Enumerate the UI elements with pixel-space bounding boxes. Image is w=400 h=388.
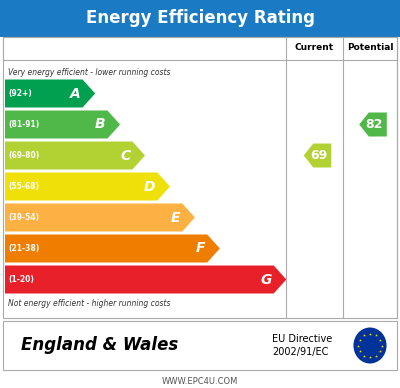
Text: D: D	[144, 180, 155, 194]
Text: Energy Efficiency Rating: Energy Efficiency Rating	[86, 9, 314, 27]
Text: (81-91): (81-91)	[8, 120, 39, 129]
Polygon shape	[5, 173, 170, 201]
Text: (55-68): (55-68)	[8, 182, 39, 191]
Polygon shape	[304, 144, 331, 168]
Text: 2002/91/EC: 2002/91/EC	[272, 348, 328, 357]
Polygon shape	[5, 111, 120, 139]
Polygon shape	[5, 142, 145, 170]
Text: 82: 82	[366, 118, 383, 131]
Text: F: F	[196, 241, 205, 256]
Text: Current: Current	[294, 43, 334, 52]
Text: G: G	[260, 272, 272, 286]
Text: EU Directive: EU Directive	[272, 334, 332, 343]
Text: (39-54): (39-54)	[8, 213, 39, 222]
Bar	[3, 321, 397, 370]
Text: Very energy efficient - lower running costs: Very energy efficient - lower running co…	[8, 68, 170, 77]
Text: (92+): (92+)	[8, 89, 32, 98]
Polygon shape	[359, 113, 387, 137]
Ellipse shape	[354, 327, 386, 364]
Polygon shape	[5, 265, 286, 293]
Text: A: A	[70, 87, 80, 100]
Text: WWW.EPC4U.COM: WWW.EPC4U.COM	[162, 376, 238, 386]
Bar	[0, 0, 400, 37]
Polygon shape	[5, 80, 95, 107]
Text: (69-80): (69-80)	[8, 151, 39, 160]
Text: 69: 69	[310, 149, 327, 162]
Text: England & Wales: England & Wales	[21, 336, 179, 355]
Text: E: E	[171, 211, 180, 225]
Bar	[3, 37, 397, 60]
Text: (21-38): (21-38)	[8, 244, 39, 253]
Polygon shape	[5, 203, 195, 232]
Text: (1-20): (1-20)	[8, 275, 34, 284]
Text: C: C	[120, 149, 130, 163]
Bar	[3, 37, 397, 318]
Text: Potential: Potential	[347, 43, 393, 52]
Polygon shape	[5, 234, 220, 263]
Text: B: B	[95, 118, 106, 132]
Text: Not energy efficient - higher running costs: Not energy efficient - higher running co…	[8, 299, 170, 308]
